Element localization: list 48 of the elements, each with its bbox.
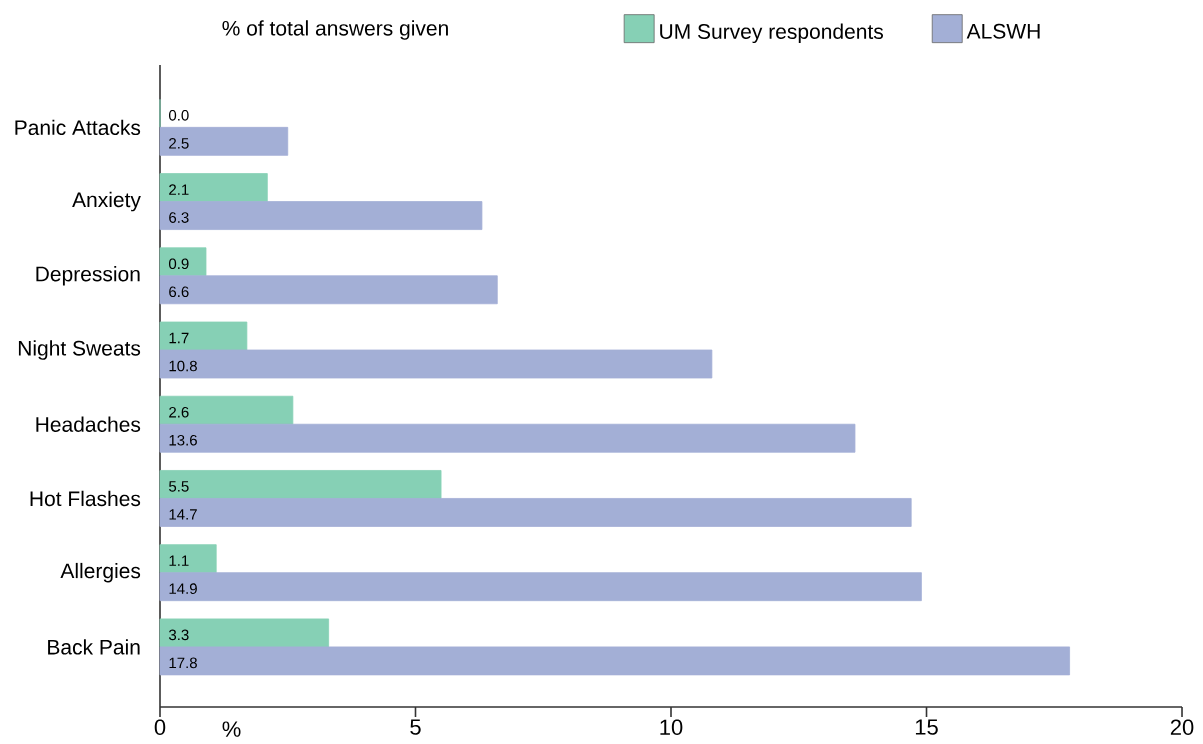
data-label: 3.3: [168, 629, 189, 641]
x-tick-label: 20: [1170, 719, 1194, 735]
legend-label: UM Survey respondents: [660, 23, 883, 44]
y-tick-label: Panic Attacks: [15, 119, 141, 136]
data-label: 0.0: [169, 110, 189, 121]
bar: [159, 349, 713, 379]
y-tick-label: Depression: [36, 266, 140, 286]
data-label: 13.6: [169, 434, 197, 446]
data-label: 0.9: [169, 258, 189, 270]
data-label: 5.5: [169, 481, 189, 492]
bar: [159, 498, 912, 527]
data-label: 14.7: [169, 509, 197, 520]
bar: [159, 470, 442, 499]
bar: [159, 618, 330, 648]
y-tick-label: Hot Flashes: [30, 490, 141, 507]
x-tick-label: 10: [660, 719, 683, 735]
y-tick-label: Anxiety: [72, 191, 141, 212]
x-tick-label: 5: [410, 719, 421, 735]
x-tick-label: 15: [915, 719, 938, 735]
bar: [159, 544, 217, 574]
bar: [159, 201, 483, 230]
data-label: 2.1: [169, 184, 189, 195]
data-label: 14.9: [169, 583, 197, 594]
bar: [159, 173, 268, 202]
data-label: 2.6: [169, 406, 189, 418]
data-label: 6.3: [169, 212, 189, 223]
bar: [159, 572, 922, 602]
y-tick-label: Back Pain: [48, 639, 140, 655]
data-label: 17.8: [169, 657, 197, 669]
bar: [159, 126, 289, 156]
bar: [159, 395, 294, 425]
data-label: 2.5: [169, 138, 189, 149]
data-label: 10.8: [169, 360, 197, 372]
bar: [159, 275, 498, 305]
y-tick-label: Headaches: [36, 416, 141, 432]
legend-label: ALSWH: [966, 23, 1040, 39]
bar: [159, 247, 207, 277]
y-tick-label: Allergies: [60, 562, 141, 583]
x-tick-label: 0: [154, 719, 166, 735]
data-label: 6.6: [169, 286, 189, 298]
bar: [159, 423, 856, 453]
data-label: 1.7: [169, 332, 189, 344]
bar: [159, 321, 248, 351]
x-axis-title: %: [222, 721, 241, 737]
legend-title: % of total answers given: [222, 20, 448, 40]
bar: [159, 646, 1070, 676]
data-label: 1.1: [169, 555, 189, 566]
y-tick-label: Night Sweats: [18, 340, 141, 360]
